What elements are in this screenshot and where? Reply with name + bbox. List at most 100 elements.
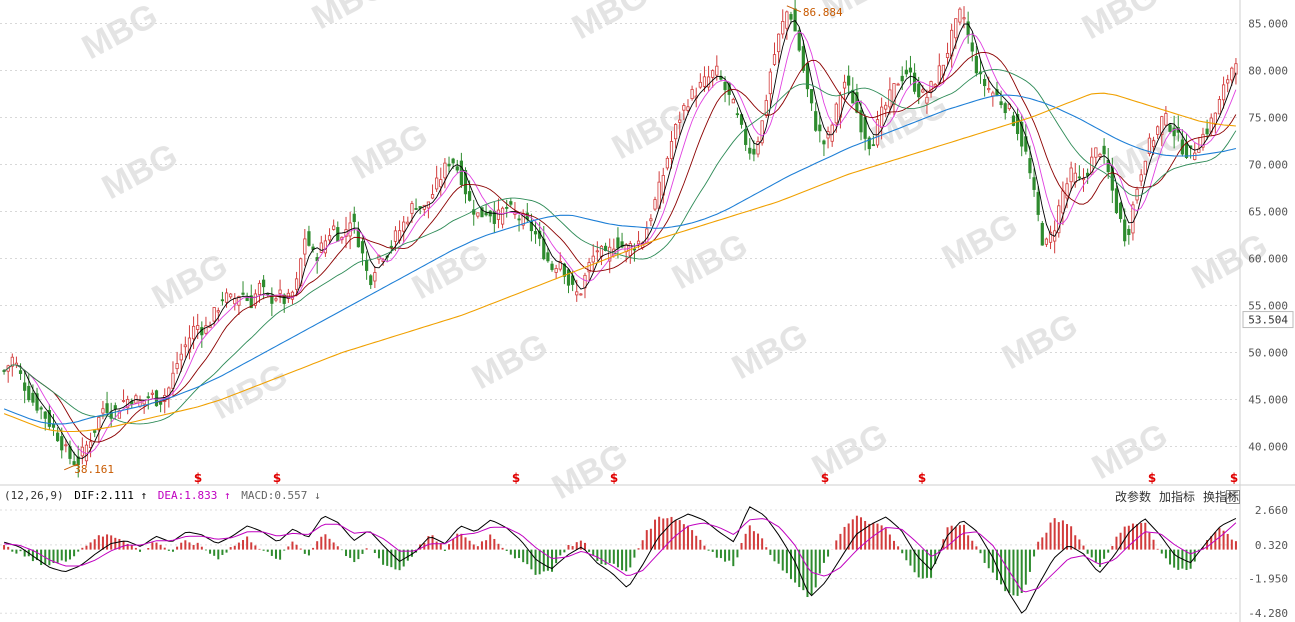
- candle-body: [620, 241, 624, 248]
- candle-body: [842, 81, 847, 89]
- candle-body: [727, 82, 731, 95]
- candle-body: [344, 229, 348, 237]
- candle-body: [554, 268, 558, 273]
- candle-body: [1073, 172, 1077, 183]
- candle-body: [183, 344, 187, 348]
- candle-body: [880, 106, 884, 128]
- candle-body: [566, 269, 571, 286]
- dea-value: DEA:1.833 ↑: [157, 489, 231, 502]
- candle-body: [888, 89, 892, 108]
- candle-body: [216, 310, 220, 313]
- candle-body: [1193, 152, 1197, 160]
- signal-marker: $: [821, 471, 829, 485]
- candle-body: [1065, 183, 1069, 199]
- price-tick-label: 50.000: [1248, 347, 1288, 360]
- candle-body: [711, 70, 715, 78]
- price-tick-label: 60.000: [1248, 253, 1288, 266]
- candle-body: [546, 252, 550, 262]
- candle-body: [1015, 113, 1020, 134]
- candle-body: [88, 441, 93, 448]
- signal-markers: $ $ $ $ $ $ $ $: [194, 471, 1238, 485]
- candle-body: [27, 385, 31, 401]
- price-tick-label: 40.000: [1248, 441, 1288, 454]
- price-tick-label: 75.000: [1248, 112, 1288, 125]
- candle-body: [229, 293, 233, 298]
- candle-body: [56, 432, 60, 442]
- candle-body: [1172, 127, 1176, 137]
- candle-body: [1118, 202, 1123, 220]
- price-candles: [2, 0, 1238, 478]
- candle-body: [748, 147, 752, 154]
- candle-body: [60, 436, 64, 451]
- candle-body: [500, 207, 505, 225]
- candle-body: [278, 289, 282, 294]
- candle-body: [31, 392, 35, 403]
- candle-body: [1123, 219, 1127, 242]
- candle-body: [72, 461, 76, 465]
- candle-body: [1094, 147, 1098, 158]
- candle-body: [669, 141, 674, 159]
- candle-body: [723, 82, 727, 91]
- candle-body: [665, 157, 669, 169]
- change-params-button[interactable]: 改参数: [1114, 490, 1151, 504]
- candle-body: [262, 279, 266, 288]
- signal-marker: $: [610, 471, 618, 485]
- candle-body: [18, 370, 23, 374]
- candle-body: [706, 76, 711, 88]
- high-pointer: [786, 5, 802, 13]
- candle-body: [867, 137, 871, 150]
- candle-body: [472, 209, 476, 215]
- candle-body: [455, 166, 459, 171]
- macd-tick-label: 0.320: [1255, 539, 1288, 552]
- candle-body: [760, 120, 764, 144]
- candle-body: [636, 240, 641, 245]
- candle-body: [954, 18, 958, 39]
- candle-body: [1040, 222, 1044, 246]
- candle-body: [447, 163, 451, 167]
- candle-body: [1168, 124, 1172, 132]
- switch-indicator-button[interactable]: 换指标: [1202, 490, 1239, 504]
- candle-body: [101, 408, 105, 414]
- candle-body: [1069, 167, 1073, 183]
- candle-body: [801, 46, 805, 71]
- candle-body: [793, 8, 797, 32]
- last-price-box: [1242, 311, 1294, 329]
- candle-body: [925, 96, 929, 104]
- candle-body: [303, 238, 307, 255]
- candle-body: [159, 401, 163, 405]
- candle-body: [1176, 127, 1180, 133]
- price-tick-label: 85.000: [1248, 18, 1288, 31]
- candle-body: [175, 363, 179, 370]
- candle-body: [294, 278, 299, 290]
- candle-body: [892, 83, 896, 105]
- candle-body: [439, 179, 443, 188]
- candle-body: [616, 237, 620, 249]
- candle-body: [352, 213, 356, 223]
- candle-body: [1011, 115, 1016, 126]
- ma-line-long: [3, 92, 1236, 433]
- candle-body: [274, 298, 278, 301]
- price-tick-label: 45.000: [1248, 394, 1288, 407]
- candle-body: [212, 307, 216, 322]
- candle-body: [249, 295, 253, 309]
- candle-body: [974, 55, 978, 74]
- low-pointer: [64, 463, 79, 471]
- add-indicator-button[interactable]: 加指标: [1158, 490, 1195, 504]
- candle-body: [962, 17, 966, 20]
- close-indicator-icon[interactable]: ✕: [1226, 490, 1240, 504]
- signal-marker: $: [194, 471, 202, 485]
- candle-body: [908, 67, 913, 73]
- candle-body: [789, 14, 793, 20]
- candle-body: [1143, 160, 1147, 175]
- watermark-text: MBG: [146, 246, 234, 317]
- candle-body: [772, 54, 777, 65]
- candle-body: [884, 104, 888, 110]
- candle-body: [702, 76, 707, 87]
- candle-body: [814, 111, 818, 131]
- candle-body: [35, 393, 39, 411]
- candle-body: [921, 89, 925, 93]
- candle-body: [587, 262, 591, 273]
